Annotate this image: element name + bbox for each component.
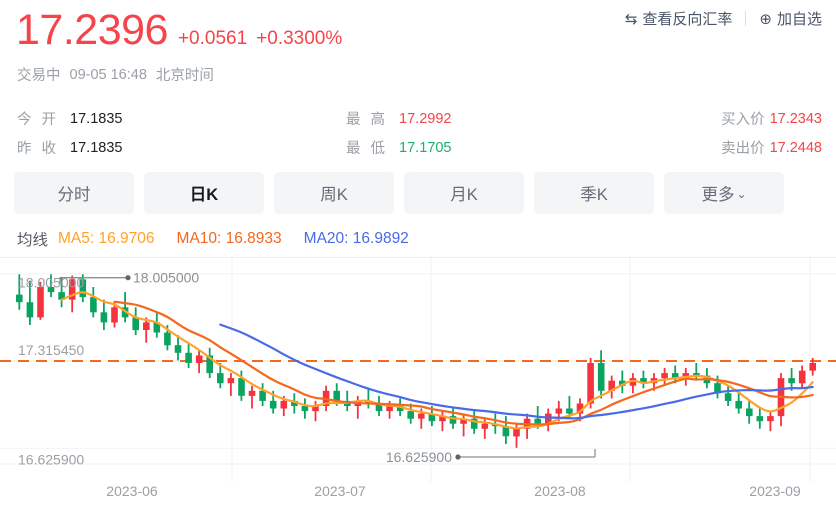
ma5-legend-item: MA5: 16.9706	[58, 230, 155, 247]
ma-legend: 均线 MA5: 16.9706 MA10: 16.8933 MA20: 16.9…	[17, 228, 431, 250]
current-price: 17.2396	[16, 6, 168, 54]
market-status-row: 交易中 09-05 16:48 北京时间	[17, 64, 214, 85]
stat-open-label: 今 开	[17, 112, 60, 128]
stat-prev-close-label: 昨 收	[17, 141, 60, 157]
stat-high: 最 高 17.2992	[346, 108, 451, 129]
period-tabs: 分时 日K 周K 月K 季K 更多 ⌄	[14, 172, 784, 214]
ma20-legend-item: MA20: 16.9892	[303, 230, 409, 247]
stat-open: 今 开 17.1835	[17, 108, 122, 129]
stat-bid-label: 买入价	[721, 112, 765, 128]
add-watchlist-button[interactable]: ⊕ 加自选	[759, 8, 822, 29]
y-axis-tick-2: 16.625900	[18, 451, 84, 467]
x-axis-tick-2: 2023-08	[534, 483, 586, 499]
header-divider	[745, 11, 747, 26]
low-annotation: 16.625900	[386, 449, 452, 465]
y-axis-tick-1: 17.315450	[18, 342, 84, 358]
swap-icon: ⇆	[624, 10, 638, 28]
plus-circle-icon: ⊕	[759, 10, 772, 28]
chevron-down-icon: ⌄	[736, 187, 747, 201]
candlestick-chart[interactable]: 18.005000 17.315450 16.625900 18.005000 16.6…	[0, 256, 836, 513]
change-percent: +0.3300%	[256, 28, 343, 49]
tab-quarterly-k[interactable]: 季K	[534, 172, 654, 214]
tab-more-label: 更多	[701, 186, 735, 204]
x-axis-tick-0: 2023-06	[106, 483, 158, 499]
change-group: +0.0561 +0.3300%	[178, 28, 342, 50]
x-axis-tick-1: 2023-07	[314, 483, 366, 499]
tab-daily-k[interactable]: 日K	[144, 172, 264, 214]
stat-bid-value: 17.2343	[769, 110, 822, 127]
stat-ask: 卖出价 17.2448	[721, 137, 822, 158]
header-actions: ⇆ 查看反向汇率 ⊕ 加自选	[625, 8, 822, 29]
tab-weekly-k[interactable]: 周K	[274, 172, 394, 214]
tab-monthly-k-label: 月K	[450, 186, 478, 204]
stat-bid: 买入价 17.2343	[721, 108, 822, 129]
tab-monthly-k[interactable]: 月K	[404, 172, 524, 214]
tab-weekly-k-label: 周K	[320, 186, 348, 204]
tab-intraday-label: 分时	[57, 186, 91, 204]
x-axis-tick-3: 2023-09	[749, 483, 801, 499]
quote-header: 17.2396 +0.0561 +0.3300%	[16, 6, 342, 54]
stat-prev-close-value: 17.1835	[70, 139, 123, 156]
timezone-label: 北京时间	[155, 68, 214, 84]
tab-intraday[interactable]: 分时	[14, 172, 134, 214]
ma-legend-title: 均线	[17, 232, 49, 249]
stat-high-label: 最 高	[346, 112, 389, 128]
quote-timestamp: 09-05 16:48	[69, 66, 147, 83]
stat-open-value: 17.1835	[70, 110, 123, 127]
tab-quarterly-k-label: 季K	[580, 186, 608, 204]
tab-more[interactable]: 更多 ⌄	[664, 172, 784, 214]
stat-ask-label: 卖出价	[721, 141, 765, 157]
market-status: 交易中	[17, 68, 61, 84]
tab-daily-k-label: 日K	[189, 186, 219, 204]
ma10-legend-item: MA10: 16.8933	[176, 230, 282, 247]
change-absolute: +0.0561	[177, 28, 248, 49]
view-reverse-rate-label: 查看反向汇率	[642, 11, 733, 28]
stat-ask-value: 17.2448	[769, 139, 822, 156]
chart-svg: 18.005000 17.315450 16.625900 18.005000 16.6…	[0, 256, 836, 499]
stat-high-value: 17.2992	[399, 110, 452, 127]
stats-grid: 今 开 17.1835 昨 收 17.1835 最 高 17.2992 最 低 …	[0, 100, 836, 160]
stat-low-value: 17.1705	[399, 139, 452, 156]
stat-low-label: 最 低	[346, 141, 389, 157]
stat-prev-close: 昨 收 17.1835	[17, 137, 122, 158]
stat-low: 最 低 17.1705	[346, 137, 451, 158]
y-axis-tick-0: 18.005000	[18, 275, 84, 291]
add-watchlist-label: 加自选	[776, 11, 822, 28]
high-annotation: 18.005000	[133, 270, 199, 286]
view-reverse-rate-link[interactable]: ⇆ 查看反向汇率	[625, 8, 733, 29]
